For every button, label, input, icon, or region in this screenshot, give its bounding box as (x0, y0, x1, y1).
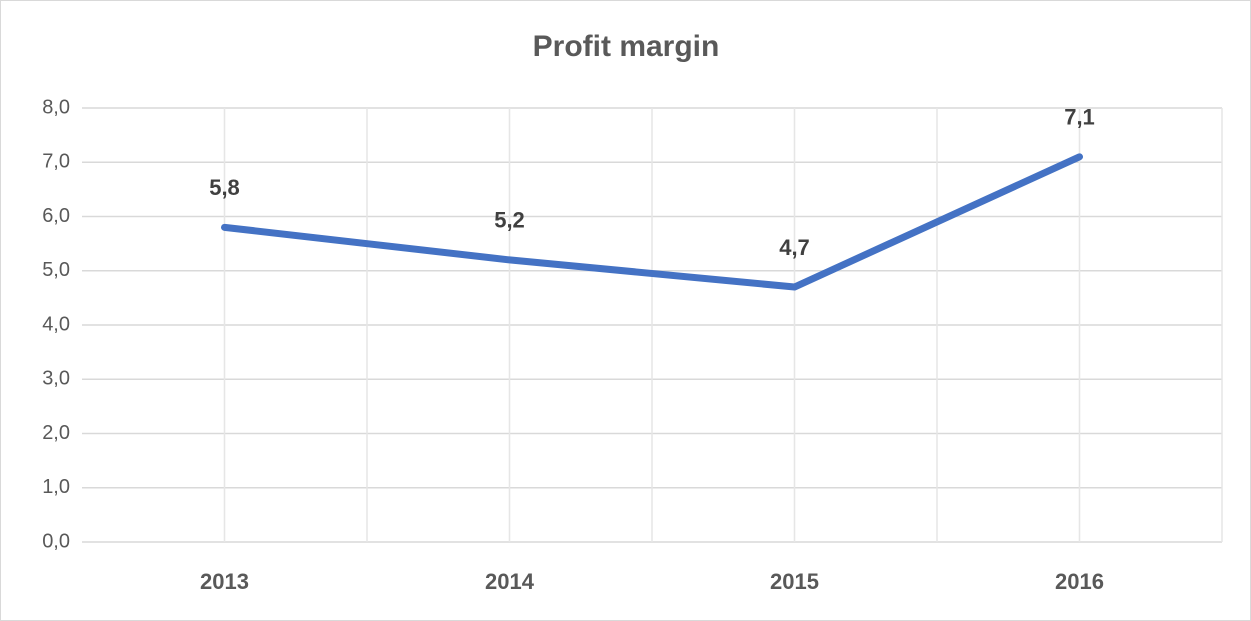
y-tick-label: 1,0 (42, 476, 70, 498)
data-label: 5,8 (209, 175, 240, 200)
y-tick-label: 7,0 (42, 151, 70, 173)
y-tick-label: 0,0 (42, 530, 70, 552)
y-tick-label: 3,0 (42, 368, 70, 390)
y-tick-label: 2,0 (42, 422, 70, 444)
y-tick-label: 4,0 (42, 313, 70, 335)
chart-title: Profit margin (533, 30, 720, 63)
y-tick-label: 8,0 (42, 96, 70, 118)
data-label: 5,2 (494, 208, 525, 233)
line (221, 153, 1083, 291)
x-tick-label: 2015 (770, 569, 819, 594)
x-tick-label: 2014 (485, 569, 535, 594)
y-tick-label: 6,0 (42, 205, 70, 227)
x-tick-label: 2016 (1055, 569, 1104, 594)
data-label: 4,7 (779, 235, 810, 260)
x-tick-label: 2013 (200, 569, 249, 594)
y-tick-label: 5,0 (42, 259, 70, 281)
data-label: 7,1 (1064, 105, 1095, 130)
